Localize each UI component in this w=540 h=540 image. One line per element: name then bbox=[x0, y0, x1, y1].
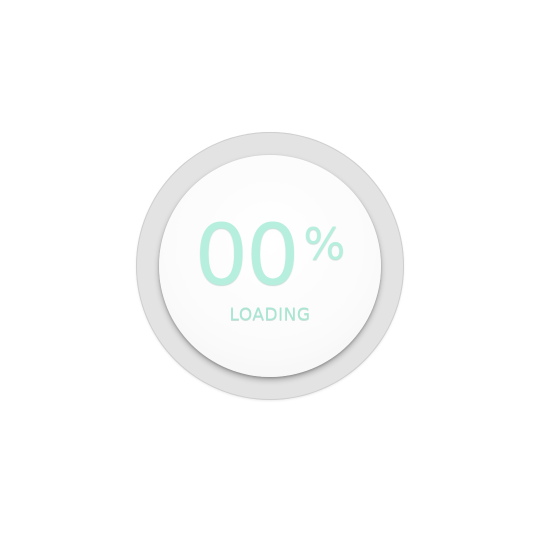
percent-sign: % bbox=[303, 219, 346, 270]
progress-ring-track bbox=[138, 134, 402, 398]
loading-label: LOADING bbox=[229, 305, 311, 325]
percent-readout: 00% bbox=[159, 213, 381, 297]
progress-ring: 00% LOADING bbox=[136, 132, 404, 400]
progress-dial: 00% LOADING bbox=[159, 155, 381, 377]
percent-value: 00 bbox=[194, 206, 300, 304]
